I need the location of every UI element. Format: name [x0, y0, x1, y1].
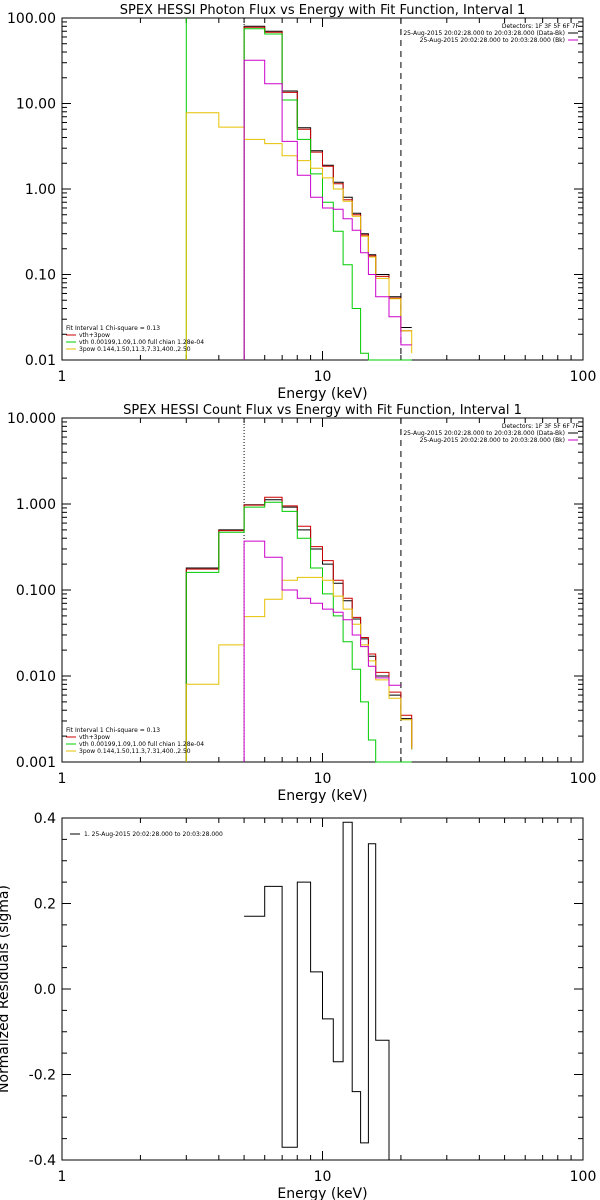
p3-y-axis-label: Normalized Residuals (sigma) — [0, 885, 12, 1093]
p3-y-tick-label: 0.4 — [34, 811, 56, 827]
p1-series-vth — [243, 28, 412, 361]
p2-series-vth-3pow — [185, 496, 413, 762]
p3-y-tick-label: 0.0 — [34, 982, 56, 998]
p2-x-axis-label: Energy (keV) — [277, 788, 367, 804]
p2-series-3pow — [185, 576, 413, 762]
p1-time-legend-entry: 25-Aug-2015 20:02:28.000 to 20:03:28.000… — [403, 30, 565, 37]
p1-y-tick-label: 10.00 — [16, 97, 56, 113]
p1-chart-title: SPEX HESSI Photon Flux vs Energy with Fi… — [120, 3, 526, 18]
p2-x-tick-label: 100 — [570, 771, 597, 787]
p1-fit-legend-entry: vth 0.00199,1.09,1.00 full chian 1.28e-0… — [79, 339, 204, 346]
p1-x-tick-label: 1 — [58, 369, 67, 385]
p1-x-tick-label: 10 — [314, 369, 332, 385]
p3-y-tick-label: 0.2 — [34, 897, 56, 913]
p2-series-bk — [243, 540, 401, 762]
p3-x-tick-label: 10 — [314, 1169, 332, 1185]
p1-series-data-bk — [243, 25, 412, 360]
p1-series-vth-3pow — [243, 26, 412, 360]
p2-time-legend-entry: 25-Aug-2015 20:02:28.000 to 20:03:28.000… — [403, 430, 565, 437]
p2-y-tick-label: 1.000 — [16, 497, 56, 513]
p2-y-tick-label: 0.001 — [16, 755, 56, 771]
p1-y-tick-label: 0.01 — [25, 353, 56, 369]
p2-fit-legend-entry: vth 0.00199,1.09,1.00 full chian 1.28e-0… — [79, 741, 204, 748]
p1-series-3pow — [185, 112, 413, 360]
p2-chart-title: SPEX HESSI Count Flux vs Energy with Fit… — [123, 403, 522, 418]
p2-time-legend-entry: 25-Aug-2015 20:02:28.000 to 20:03:28.000… — [420, 437, 565, 444]
p1-fit-legend-entry: Fit Interval 1 Chi-square = 0.13 — [66, 325, 160, 332]
p2-y-tick-label: 0.010 — [16, 669, 56, 685]
p3-series-residuals — [244, 821, 401, 1161]
p2-fit-legend-entry: Fit Interval 1 Chi-square = 0.13 — [66, 727, 160, 734]
p1-series-bk — [243, 59, 412, 360]
p3-y-tick-label: -0.4 — [29, 1153, 56, 1169]
p2-fit-legend-entry: vth+3pow — [79, 734, 110, 741]
p2-fit-legend-entry: 3pow 0.144,1.50,11.3,7.31,400.,2.50 — [79, 748, 191, 755]
p2-series-data-bk — [185, 499, 413, 762]
p2-detectors-label: Detectors: 1F 3F 5F 6F 7F — [502, 423, 580, 430]
p1-y-tick-label: 1.00 — [25, 182, 56, 198]
p2-series-vth — [185, 501, 412, 763]
p1-y-tick-label: 100.00 — [7, 11, 56, 27]
p1-time-legend-entry: 25-Aug-2015 20:02:28.000 to 20:03:28.000… — [420, 37, 565, 44]
p1-x-axis-label: Energy (keV) — [277, 386, 367, 402]
p2-y-tick-label: 10.000 — [7, 411, 56, 427]
p1-detectors-label: Detectors: 1F 3F 5F 6F 7F — [502, 23, 580, 30]
p1-fit-legend-entry: vth+3pow — [79, 332, 110, 339]
p3-x-tick-label: 100 — [570, 1169, 597, 1185]
p1-x-tick-label: 100 — [570, 369, 597, 385]
p2-y-tick-label: 0.100 — [16, 583, 56, 599]
p3-legend-entry: 1. 25-Aug-2015 20:02:28.000 to 20:03:28.… — [84, 831, 223, 838]
p3-x-axis-label: Energy (keV) — [277, 1186, 367, 1200]
p1-y-tick-label: 0.10 — [25, 268, 56, 284]
p3-y-tick-label: -0.2 — [29, 1068, 56, 1084]
p2-x-tick-label: 10 — [314, 771, 332, 787]
p1-fit-legend-entry: 3pow 0.144,1.50,11.3,7.31,400.,2.50 — [79, 346, 191, 353]
p3-x-tick-label: 1 — [58, 1169, 67, 1185]
p2-x-tick-label: 1 — [58, 771, 67, 787]
